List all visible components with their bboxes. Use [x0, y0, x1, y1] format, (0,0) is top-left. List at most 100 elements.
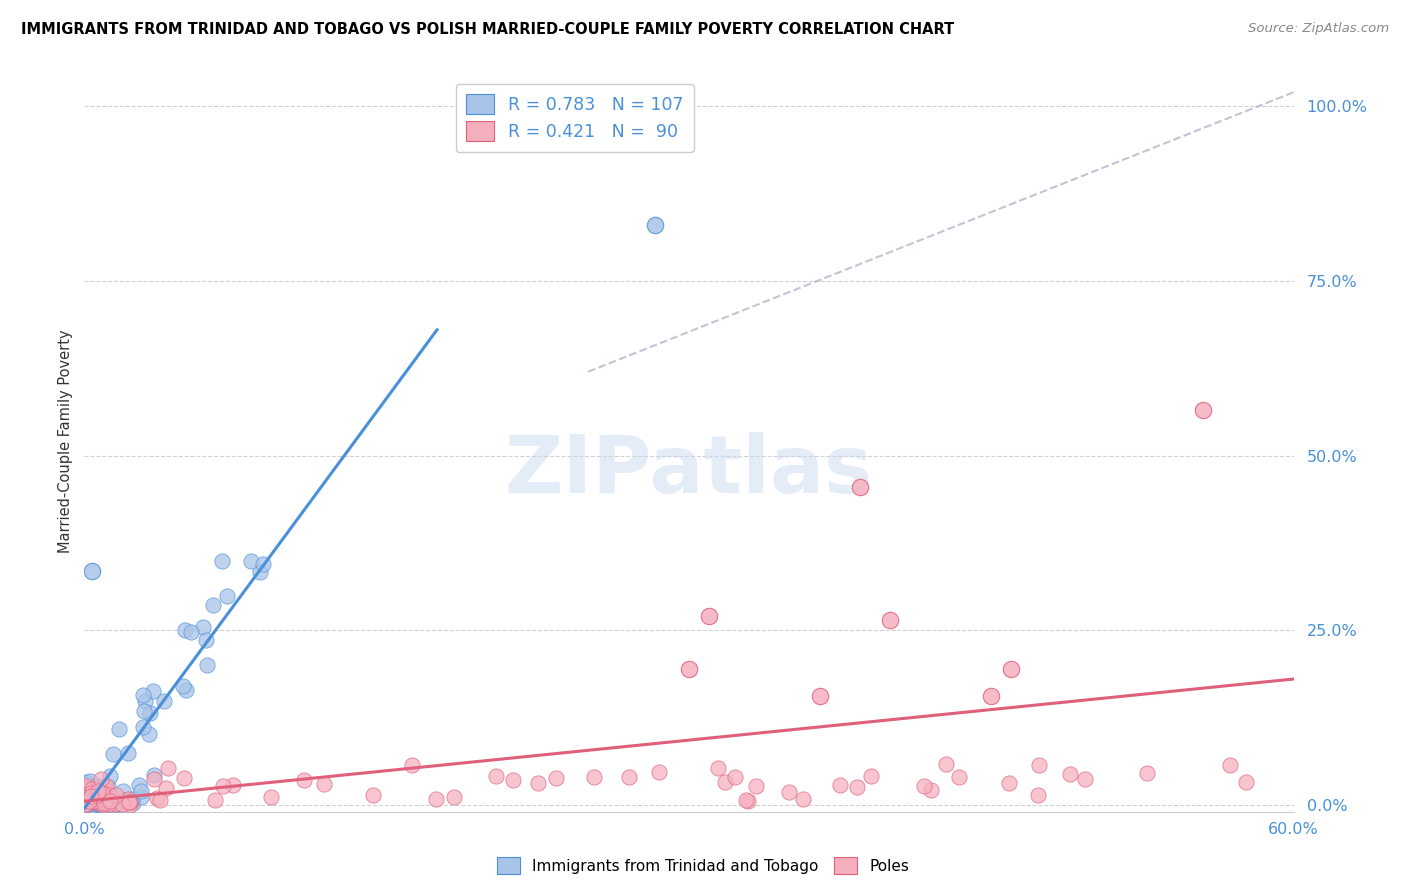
Point	[77, 791, 100, 805]
Point	[82, 564, 104, 578]
Point	[146, 791, 169, 805]
Point	[98, 797, 121, 811]
Point	[94, 787, 117, 801]
Point	[737, 794, 759, 808]
Point	[110, 797, 132, 811]
Point	[546, 771, 568, 785]
Point	[401, 758, 423, 772]
Point	[221, 778, 243, 792]
Point	[734, 792, 756, 806]
Point	[934, 757, 956, 772]
Point	[96, 779, 118, 793]
Point	[90, 780, 112, 795]
Point	[129, 789, 152, 804]
Point	[84, 796, 107, 810]
Point	[79, 787, 101, 801]
Point	[724, 770, 747, 784]
Point	[105, 789, 128, 803]
Point	[142, 684, 165, 698]
Point	[90, 772, 112, 786]
Point	[808, 690, 831, 704]
Point	[239, 554, 262, 568]
Point	[1059, 767, 1081, 781]
Point	[75, 795, 97, 809]
Point	[252, 557, 274, 571]
Point	[361, 788, 384, 802]
Point	[75, 786, 97, 800]
Point	[697, 609, 720, 624]
Point	[173, 771, 195, 785]
Point	[91, 797, 114, 812]
Point	[180, 625, 202, 640]
Point	[75, 797, 97, 812]
Point	[153, 694, 176, 708]
Point	[75, 785, 97, 799]
Point	[90, 787, 112, 801]
Point	[87, 789, 110, 803]
Point	[79, 790, 101, 805]
Point	[191, 620, 214, 634]
Point	[75, 779, 97, 793]
Point	[644, 218, 666, 232]
Point	[156, 761, 179, 775]
Point	[1000, 661, 1022, 675]
Point	[76, 787, 98, 801]
Point	[980, 690, 1002, 704]
Point	[75, 794, 97, 808]
Point	[79, 786, 101, 800]
Point	[104, 797, 127, 811]
Point	[76, 787, 98, 801]
Point	[97, 795, 120, 809]
Point	[100, 769, 122, 783]
Point	[132, 688, 155, 702]
Point	[79, 796, 101, 810]
Point	[138, 727, 160, 741]
Point	[678, 661, 700, 675]
Point	[502, 772, 524, 787]
Point	[77, 797, 100, 812]
Point	[77, 794, 100, 808]
Point	[94, 797, 117, 812]
Point	[204, 793, 226, 807]
Legend: Immigrants from Trinidad and Tobago, Poles: Immigrants from Trinidad and Tobago, Pol…	[491, 851, 915, 880]
Point	[117, 746, 139, 760]
Point	[121, 791, 143, 805]
Point	[93, 796, 115, 810]
Point	[83, 791, 105, 805]
Point	[249, 565, 271, 579]
Point	[77, 784, 100, 798]
Point	[86, 789, 108, 804]
Point	[75, 797, 97, 811]
Point	[117, 792, 139, 806]
Point	[713, 775, 735, 789]
Point	[111, 797, 134, 812]
Point	[1136, 765, 1159, 780]
Point	[648, 765, 671, 780]
Point	[94, 781, 117, 796]
Point	[211, 779, 233, 793]
Y-axis label: Married-Couple Family Poverty: Married-Couple Family Poverty	[58, 330, 73, 553]
Point	[83, 797, 105, 811]
Point	[122, 796, 145, 810]
Point	[879, 613, 901, 627]
Point	[912, 780, 935, 794]
Point	[76, 795, 98, 809]
Point	[76, 788, 98, 802]
Point	[527, 776, 550, 790]
Point	[129, 784, 152, 798]
Point	[108, 723, 131, 737]
Point	[583, 770, 606, 784]
Point	[1219, 758, 1241, 772]
Point	[425, 791, 447, 805]
Point	[443, 789, 465, 804]
Point	[94, 792, 117, 806]
Point	[101, 797, 124, 811]
Point	[86, 779, 108, 793]
Point	[195, 632, 218, 647]
Point	[101, 791, 124, 805]
Point	[98, 794, 121, 808]
Point	[132, 720, 155, 734]
Point	[89, 797, 111, 812]
Point	[120, 795, 142, 809]
Point	[120, 797, 142, 812]
